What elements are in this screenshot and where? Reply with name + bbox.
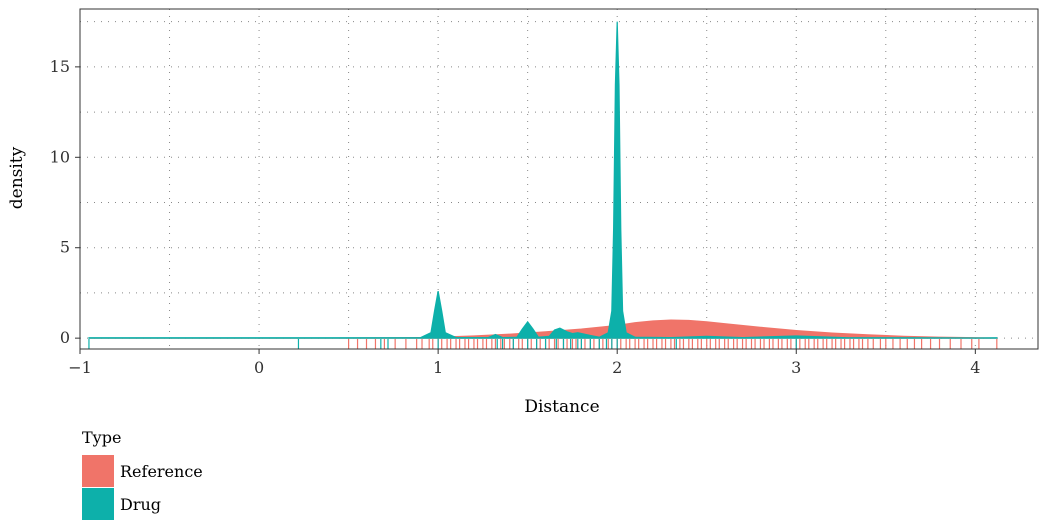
x-axis: −1 0 1 2 3 4 — [68, 349, 980, 377]
density-area-drug — [88, 21, 998, 339]
y-tick-label: 10 — [50, 147, 70, 166]
x-tick-label: 1 — [433, 358, 443, 377]
legend-label-drug: Drug — [120, 495, 161, 514]
y-axis-title: density — [7, 146, 27, 209]
y-tick-label: 5 — [60, 238, 70, 257]
density-area-reference — [88, 319, 997, 339]
rug-marks — [88, 339, 998, 349]
legend: Type Reference Drug — [82, 428, 203, 520]
y-tick-label: 15 — [50, 57, 70, 76]
plot-panel-border — [79, 8, 1039, 350]
x-tick-label: 4 — [970, 358, 980, 377]
x-axis-title: Distance — [524, 397, 599, 417]
x-tick-label: 3 — [791, 358, 801, 377]
y-tick-label: 0 — [60, 328, 70, 347]
x-tick-label: −1 — [68, 358, 92, 377]
x-tick-label: 0 — [254, 358, 264, 377]
y-axis: 0 5 10 15 — [50, 57, 80, 347]
legend-key-reference — [82, 455, 114, 487]
x-tick-label: 2 — [612, 358, 622, 377]
density-areas — [88, 21, 998, 339]
legend-label-reference: Reference — [120, 462, 203, 481]
legend-key-drug — [82, 488, 114, 520]
legend-title: Type — [82, 428, 121, 447]
